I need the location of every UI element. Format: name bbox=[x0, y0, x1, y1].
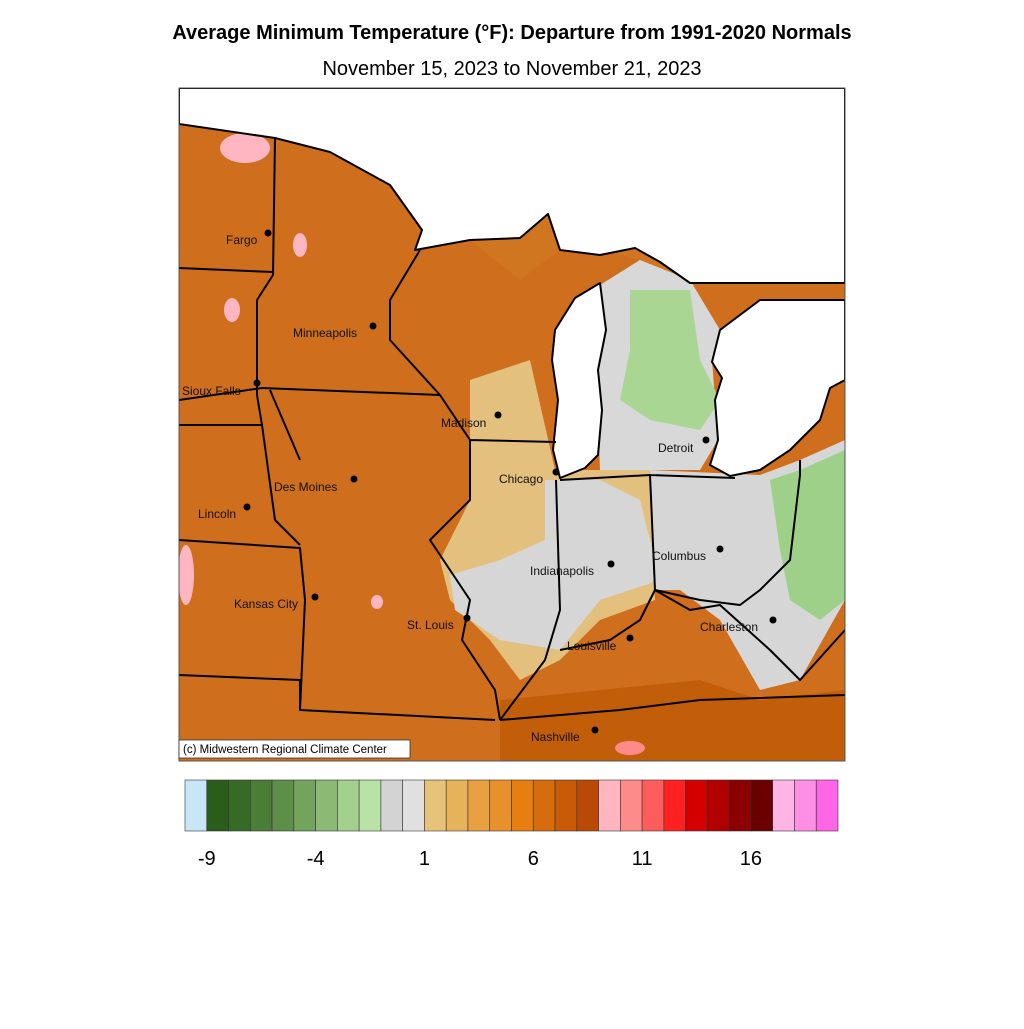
state-borders bbox=[179, 137, 845, 721]
map-frame bbox=[178, 87, 846, 762]
city-dot bbox=[350, 475, 358, 483]
city-label: Kansas City bbox=[234, 597, 298, 611]
city-label: Fargo bbox=[226, 233, 258, 247]
city-dot bbox=[264, 229, 272, 237]
colorbar-swatch bbox=[293, 779, 316, 832]
colorbar-swatch bbox=[228, 779, 251, 832]
colorbar-swatch bbox=[794, 779, 817, 832]
city-label: Des Moines bbox=[274, 480, 337, 494]
colorbar-tick-label: 16 bbox=[740, 848, 762, 870]
city-label: Minneapolis bbox=[293, 326, 357, 340]
colorbar-swatch bbox=[206, 779, 229, 832]
city-dot bbox=[607, 560, 615, 568]
credit-box bbox=[178, 739, 411, 759]
colorbar-swatch bbox=[467, 779, 491, 832]
colorbar: -9 -4 1 6 11 16 bbox=[184, 779, 839, 870]
city-label: Madison bbox=[441, 416, 486, 430]
colorbar-swatch bbox=[358, 779, 382, 832]
colorbar-swatch bbox=[532, 779, 556, 832]
colorbar-swatch bbox=[315, 779, 338, 832]
colorbar-swatch bbox=[772, 779, 795, 832]
city-label: Louisville bbox=[567, 639, 617, 653]
lake-superior bbox=[179, 88, 845, 284]
city-label: St. Louis bbox=[407, 618, 454, 632]
colorbar-swatch bbox=[402, 779, 425, 832]
city-dot bbox=[626, 634, 634, 642]
colorbar-swatch bbox=[641, 779, 665, 832]
colorbar-swatch bbox=[707, 779, 730, 832]
city-dot bbox=[552, 468, 560, 476]
city-dot bbox=[702, 436, 710, 444]
colorbar-swatch bbox=[685, 779, 708, 832]
warm-spot bbox=[293, 233, 307, 257]
colorbar-swatch bbox=[663, 779, 686, 832]
region-green bbox=[770, 450, 845, 620]
city-dot bbox=[494, 411, 502, 419]
city-label: Indianapolis bbox=[530, 564, 594, 578]
colorbar-swatch bbox=[250, 779, 273, 832]
colorbar-swatch bbox=[620, 779, 643, 832]
colorbar-tick-label: 6 bbox=[528, 848, 539, 870]
warm-spot bbox=[371, 595, 383, 609]
colorbar-swatch bbox=[445, 779, 469, 832]
colorbar-swatch bbox=[489, 779, 512, 832]
region-dark bbox=[500, 680, 845, 761]
city-dot bbox=[243, 503, 251, 511]
colorbar-swatch bbox=[424, 779, 447, 832]
city-dot bbox=[369, 322, 377, 330]
colorbar-swatch bbox=[554, 779, 578, 832]
colorbar-swatch bbox=[380, 779, 403, 832]
colorbar-swatch bbox=[184, 779, 208, 832]
city-label: Columbus bbox=[652, 549, 706, 563]
warm-spot bbox=[224, 298, 240, 322]
city-label: Nashville bbox=[531, 730, 580, 744]
city-label: Chicago bbox=[499, 472, 543, 486]
colorbar-tick-label: 1 bbox=[419, 848, 430, 870]
warm-spot bbox=[220, 133, 270, 163]
region-green bbox=[620, 290, 720, 430]
lake-huron-erie bbox=[709, 299, 845, 477]
subtitle: November 15, 2023 to November 21, 2023 bbox=[322, 58, 701, 80]
city-dot bbox=[463, 614, 471, 622]
cities: Fargo Minneapolis Sioux Falls Madison Des Mo… bbox=[182, 229, 777, 744]
warm-spot bbox=[179, 545, 194, 605]
colorbar-swatch bbox=[337, 779, 360, 832]
city-dot bbox=[253, 379, 261, 387]
city-dot bbox=[769, 616, 777, 624]
colorbar-swatch bbox=[511, 779, 534, 832]
colorbar-swatch bbox=[598, 779, 621, 832]
colorbar-swatch bbox=[815, 779, 839, 832]
city-label: Charleston bbox=[700, 620, 758, 634]
colorbar-swatch bbox=[271, 779, 295, 832]
colorbar-tick-label: -9 bbox=[198, 848, 216, 870]
map bbox=[179, 88, 845, 761]
city-label: Lincoln bbox=[198, 507, 236, 521]
colorbar-swatch bbox=[576, 779, 599, 832]
region-gray bbox=[450, 480, 660, 650]
lake-michigan bbox=[551, 282, 607, 479]
city-dot bbox=[591, 726, 599, 734]
colorbar-tick-label: -4 bbox=[307, 848, 325, 870]
colorbar-swatch bbox=[728, 779, 752, 832]
city-dot bbox=[716, 545, 724, 553]
city-label: Detroit bbox=[658, 441, 694, 455]
credit: (c) Midwestern Regional Climate Center bbox=[183, 744, 387, 756]
city-label: Sioux Falls bbox=[182, 384, 241, 398]
warm-spot bbox=[615, 741, 645, 755]
city-dot bbox=[311, 593, 319, 601]
colorbar-tick-label: 11 bbox=[632, 848, 653, 870]
colorbar-swatch bbox=[750, 779, 774, 832]
title: Average Minimum Temperature (°F): Depart… bbox=[172, 22, 851, 44]
